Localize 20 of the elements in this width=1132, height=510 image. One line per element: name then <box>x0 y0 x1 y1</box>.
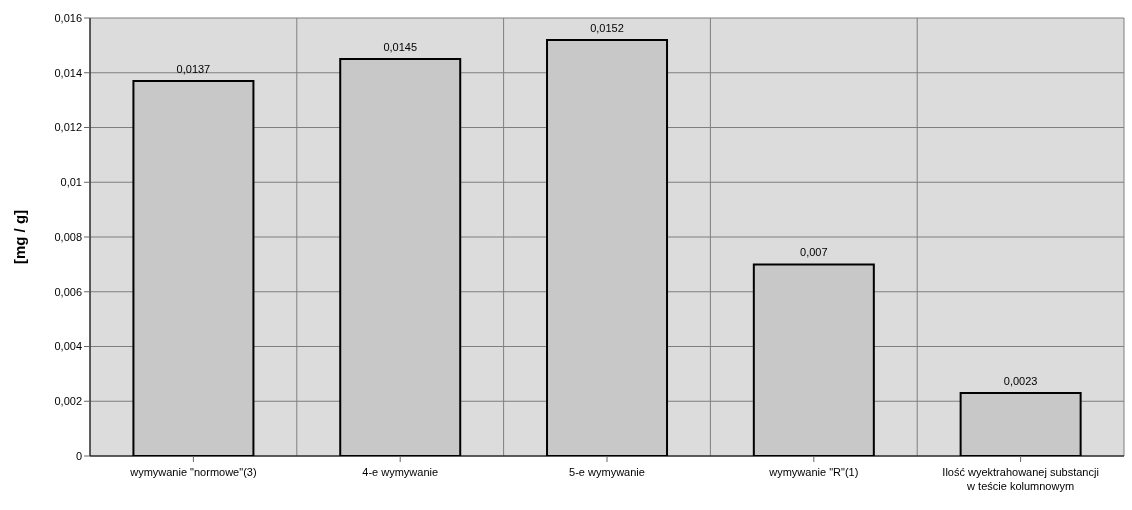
data-label: 0,0145 <box>383 41 418 54</box>
y-tick-label: 0,014 <box>54 66 82 79</box>
y-tick-label: 0,01 <box>60 176 82 189</box>
x-tick-label: wymywanie "normowe"(3) <box>129 466 257 478</box>
data-label: 0,0137 <box>176 62 211 75</box>
data-label: 0,0023 <box>1003 375 1038 388</box>
y-tick-label: 0 <box>75 449 82 462</box>
data-label: 0,0152 <box>590 21 624 34</box>
x-tick-label: Ilość wyektrahowanej substancji w teście kolumnowym <box>942 466 1099 492</box>
y-tick-label: 0,012 <box>54 121 82 134</box>
y-tick-label: 0,016 <box>54 11 82 24</box>
y-tick-label: 0,006 <box>54 285 82 298</box>
x-tick-label: 4-e wymywanie <box>362 466 439 478</box>
y-axis-title: [mg / g] <box>11 209 29 265</box>
x-tick-label: wymywanie "R"(1) <box>768 466 859 478</box>
y-tick-label: 0,002 <box>54 395 82 408</box>
y-tick-label: 0,008 <box>54 230 82 243</box>
x-tick-label: 5-e wymywanie <box>569 466 645 478</box>
y-tick-label: 0,004 <box>54 340 82 353</box>
data-label: 0,007 <box>800 246 828 259</box>
